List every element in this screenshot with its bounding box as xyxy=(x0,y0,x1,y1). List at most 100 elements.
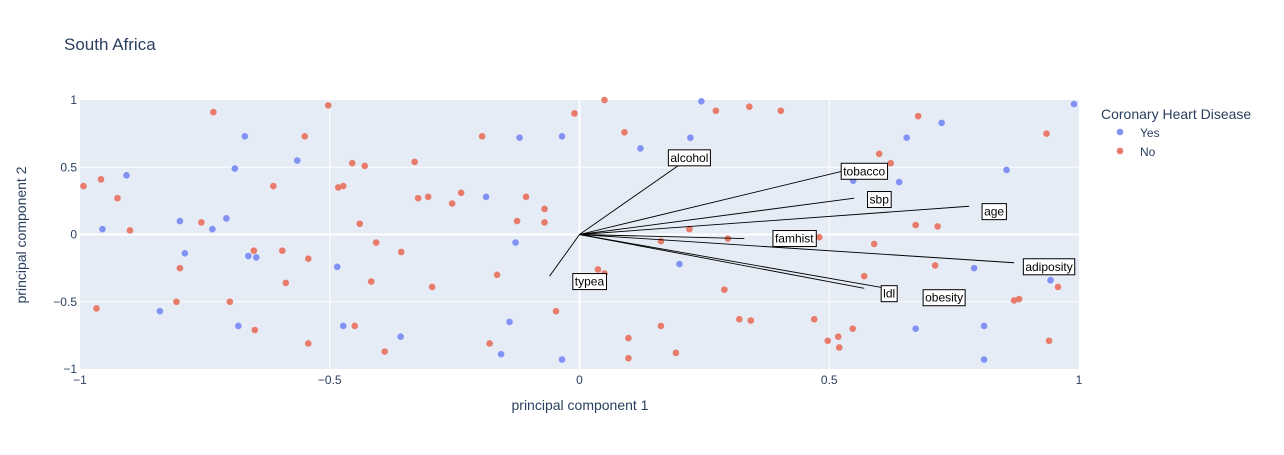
data-point-yes[interactable] xyxy=(397,333,404,341)
data-point-no[interactable] xyxy=(282,279,290,287)
data-point-yes[interactable] xyxy=(245,252,252,260)
data-point-yes[interactable] xyxy=(912,325,919,332)
data-point-no[interactable] xyxy=(686,225,693,233)
data-point-no[interactable] xyxy=(486,340,493,347)
data-point-no[interactable] xyxy=(1054,283,1062,291)
data-point-no[interactable] xyxy=(270,182,277,190)
data-point-no[interactable] xyxy=(834,333,842,341)
data-point-no[interactable] xyxy=(356,220,364,228)
data-point-no[interactable] xyxy=(448,200,456,207)
data-point-no[interactable] xyxy=(835,344,843,351)
data-point-no[interactable] xyxy=(1043,130,1050,137)
data-point-no[interactable] xyxy=(541,205,548,213)
data-point-no[interactable] xyxy=(875,150,883,158)
data-point-no[interactable] xyxy=(411,158,418,166)
data-point-no[interactable] xyxy=(414,194,422,202)
data-point-yes[interactable] xyxy=(231,165,239,172)
data-point-yes[interactable] xyxy=(156,307,164,315)
data-point-yes[interactable] xyxy=(253,254,260,261)
data-point-no[interactable] xyxy=(777,107,785,115)
data-point-yes[interactable] xyxy=(676,260,683,268)
data-point-no[interactable] xyxy=(126,227,134,234)
data-point-no[interactable] xyxy=(397,248,405,256)
data-point-yes[interactable] xyxy=(293,157,301,164)
data-point-yes[interactable] xyxy=(99,225,106,233)
data-point-no[interactable] xyxy=(278,247,286,254)
data-point-yes[interactable] xyxy=(506,318,513,326)
data-point-no[interactable] xyxy=(198,219,205,226)
data-point-no[interactable] xyxy=(931,262,939,269)
data-point-no[interactable] xyxy=(428,283,436,291)
data-point-yes[interactable] xyxy=(1047,276,1054,284)
data-point-no[interactable] xyxy=(712,107,720,115)
data-point-no[interactable] xyxy=(301,133,309,140)
data-point-no[interactable] xyxy=(625,354,632,362)
data-point-yes[interactable] xyxy=(223,215,230,222)
data-point-no[interactable] xyxy=(1010,297,1018,304)
data-point-yes[interactable] xyxy=(895,178,903,186)
data-point-no[interactable] xyxy=(457,189,465,197)
data-point-no[interactable] xyxy=(594,266,602,273)
data-point-no[interactable] xyxy=(552,307,560,315)
data-point-no[interactable] xyxy=(226,298,234,306)
data-point-no[interactable] xyxy=(721,286,728,293)
data-point-no[interactable] xyxy=(870,240,878,248)
data-point-no[interactable] xyxy=(513,217,521,225)
data-point-yes[interactable] xyxy=(209,225,216,233)
data-point-no[interactable] xyxy=(173,298,180,306)
data-point-no[interactable] xyxy=(912,221,919,229)
data-point-yes[interactable] xyxy=(333,263,341,271)
data-point-yes[interactable] xyxy=(339,322,347,330)
data-point-no[interactable] xyxy=(815,233,823,241)
data-point-no[interactable] xyxy=(176,264,184,272)
data-point-no[interactable] xyxy=(625,334,632,342)
data-point-no[interactable] xyxy=(493,271,501,279)
data-point-no[interactable] xyxy=(324,102,332,109)
data-point-no[interactable] xyxy=(304,340,312,347)
data-point-yes[interactable] xyxy=(970,264,978,272)
data-point-yes[interactable] xyxy=(482,193,490,201)
legend-item-yes[interactable]: Yes xyxy=(1116,126,1160,140)
data-point-yes[interactable] xyxy=(235,322,242,330)
data-point-no[interactable] xyxy=(746,103,753,111)
data-point-no[interactable] xyxy=(747,317,755,324)
data-point-no[interactable] xyxy=(93,305,100,312)
data-point-no[interactable] xyxy=(381,348,388,355)
data-point-no[interactable] xyxy=(339,182,347,190)
data-point-no[interactable] xyxy=(114,194,121,202)
data-point-no[interactable] xyxy=(1045,337,1053,345)
data-point-no[interactable] xyxy=(478,133,486,140)
data-point-yes[interactable] xyxy=(512,239,519,246)
data-point-no[interactable] xyxy=(250,247,258,254)
legend-item-no[interactable]: No xyxy=(1116,145,1156,159)
data-point-yes[interactable] xyxy=(181,250,189,257)
data-point-yes[interactable] xyxy=(558,356,566,363)
data-point-no[interactable] xyxy=(1015,295,1023,303)
data-point-yes[interactable] xyxy=(176,217,184,225)
data-point-no[interactable] xyxy=(522,193,530,201)
legend[interactable]: Coronary Heart Disease Yes No xyxy=(1101,106,1251,159)
data-point-no[interactable] xyxy=(736,315,743,323)
data-point-no[interactable] xyxy=(571,110,578,117)
data-point-yes[interactable] xyxy=(497,350,505,358)
data-point-yes[interactable] xyxy=(903,134,910,141)
data-point-no[interactable] xyxy=(97,176,105,183)
data-point-no[interactable] xyxy=(251,326,259,334)
data-point-no[interactable] xyxy=(334,184,342,191)
data-point-no[interactable] xyxy=(210,108,217,116)
data-point-no[interactable] xyxy=(657,322,665,330)
data-point-no[interactable] xyxy=(621,128,628,136)
data-point-no[interactable] xyxy=(914,112,922,120)
data-point-no[interactable] xyxy=(934,223,941,230)
data-point-no[interactable] xyxy=(657,237,665,245)
data-point-no[interactable] xyxy=(887,159,894,167)
data-point-no[interactable] xyxy=(372,239,380,246)
data-point-yes[interactable] xyxy=(558,133,566,140)
data-point-yes[interactable] xyxy=(1003,166,1010,174)
data-point-yes[interactable] xyxy=(637,145,644,152)
data-point-no[interactable] xyxy=(424,193,432,201)
data-point-no[interactable] xyxy=(601,96,608,104)
data-point-no[interactable] xyxy=(361,162,369,170)
data-point-yes[interactable] xyxy=(698,98,705,105)
data-point-no[interactable] xyxy=(860,272,868,280)
